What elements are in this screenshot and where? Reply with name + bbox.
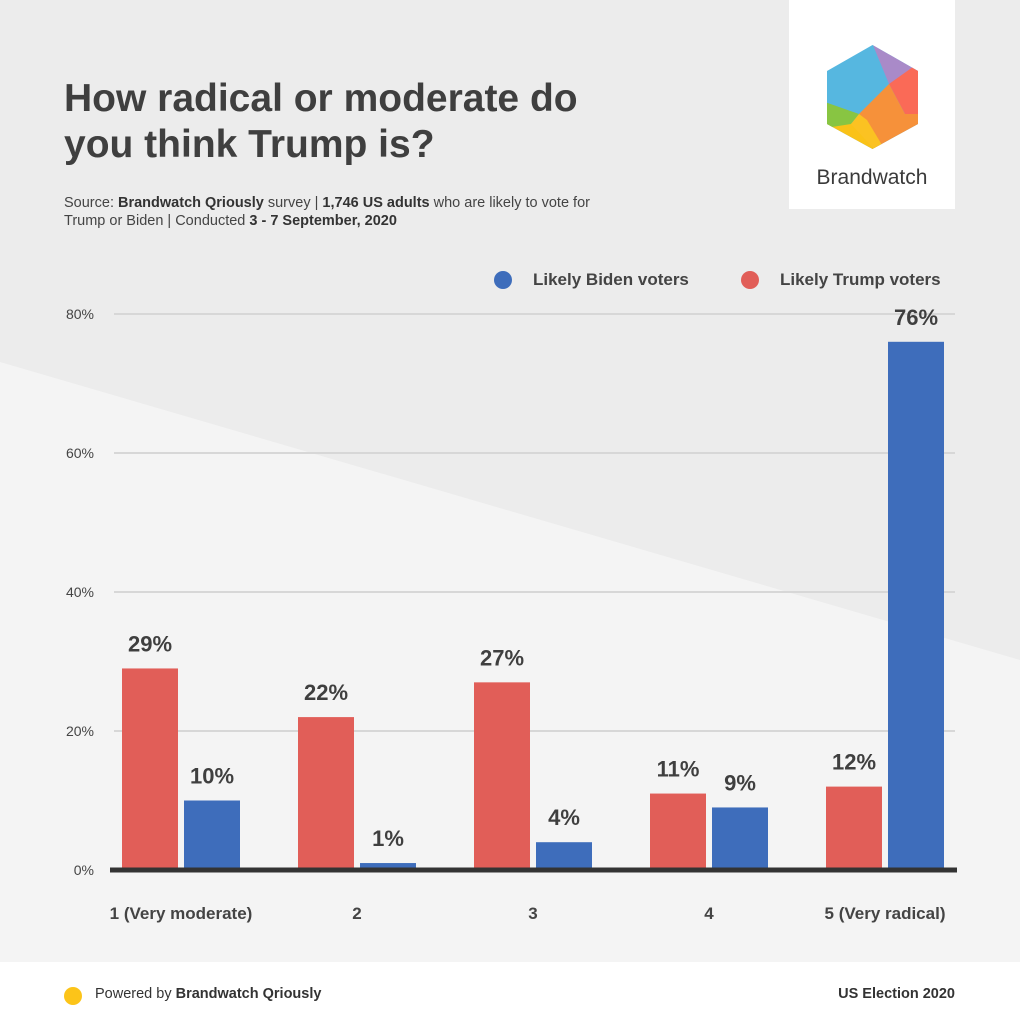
y-tick-label: 60% [66,445,94,461]
bar-trump [298,717,354,870]
brand-logo: Brandwatch [789,0,955,209]
x-tick-label: 5 (Very radical) [825,904,946,923]
data-label-trump: 12% [832,750,876,775]
y-tick-label: 40% [66,584,94,600]
bar-biden [184,800,240,870]
bar-trump [650,793,706,870]
legend-swatch-trump [741,271,759,289]
source-note: Source: Brandwatch Qriously survey | 1,7… [64,195,590,229]
brand-name: Brandwatch [816,166,928,189]
x-tick-label: 1 (Very moderate) [110,904,253,923]
footer: Powered by Brandwatch Qriously US Electi… [0,962,1020,1029]
bar-chart: 0%20%40%60%80%29%10%1 (Very moderate)22%… [66,305,957,923]
legend-swatch-biden [494,271,512,289]
bar-biden [888,341,944,870]
legend-item-biden: Likely Biden voters [494,268,689,292]
bar-biden [360,863,416,870]
legend-label-biden: Likely Biden voters [533,270,689,289]
footer-dot-icon [64,987,82,1005]
bar-trump [826,786,882,870]
data-label-biden: 4% [548,805,580,830]
bar-biden [536,842,592,870]
legend-item-trump: Likely Trump voters [741,268,941,292]
y-tick-label: 20% [66,723,94,739]
hexagon-logo-icon [827,45,918,149]
x-tick-label: 3 [528,904,537,923]
y-tick-label: 0% [74,862,94,878]
legend-label-trump: Likely Trump voters [780,270,941,289]
data-label-biden: 76% [894,305,938,330]
data-label-biden: 10% [190,764,234,789]
data-label-trump: 11% [657,757,700,782]
election-tag: US Election 2020 [838,986,955,1002]
y-tick-label: 80% [66,306,94,322]
powered-by: Powered by Brandwatch Qriously [95,986,322,1002]
data-label-biden: 1% [372,826,404,851]
data-label-trump: 27% [480,645,524,670]
data-label-trump: 29% [128,631,172,656]
bar-trump [474,682,530,870]
chart-title: How radical or moderate do you think Tru… [64,77,578,166]
bar-trump [122,668,178,870]
x-tick-label: 4 [704,904,714,923]
bar-biden [712,807,768,870]
x-tick-label: 2 [352,904,361,923]
data-label-biden: 9% [724,770,756,795]
data-label-trump: 22% [304,680,348,705]
